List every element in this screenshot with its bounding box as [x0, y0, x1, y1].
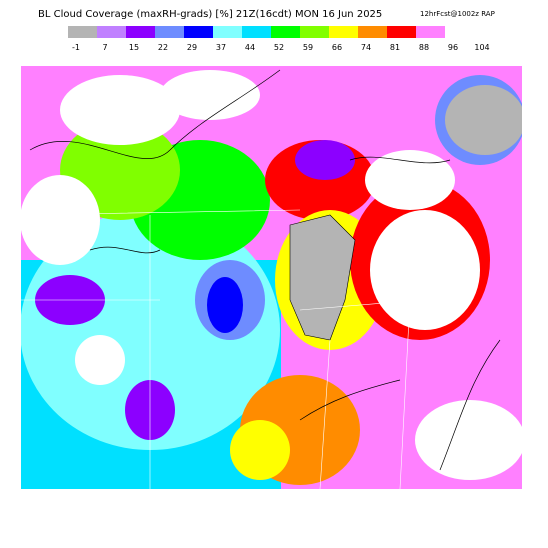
colorbar-label: 15: [129, 43, 139, 52]
colorbar-label: 37: [216, 43, 226, 52]
colorbar-swatch: [68, 26, 97, 38]
colorbar-label: 74: [361, 43, 371, 52]
colorbar-swatch: [97, 26, 126, 38]
colorbar-swatch: [126, 26, 155, 38]
colorbar-swatch: [445, 26, 474, 38]
colorbar: -1 7 15 22 29 37 44 52 59 66 74 81 88 96 104: [68, 26, 490, 52]
colorbar-label: 88: [419, 43, 429, 52]
colorbar-label: -1: [72, 43, 80, 52]
colorbar-swatch: [358, 26, 387, 38]
colorbar-swatch: [242, 26, 271, 38]
colorbar-label: 44: [245, 43, 255, 52]
colorbar-label: 81: [390, 43, 400, 52]
cloud-field: [21, 66, 522, 489]
colorbar-swatch: [387, 26, 416, 38]
colorbar-swatch: [416, 26, 445, 38]
colorbar-label: 59: [303, 43, 313, 52]
colorbar-label: 22: [158, 43, 168, 52]
title: BL Cloud Coverage (maxRH-grads) [%] 21Z(…: [38, 9, 382, 20]
colorbar-swatch: [329, 26, 358, 38]
colorbar-label: 7: [102, 43, 107, 52]
colorbar-swatch: [155, 26, 184, 38]
colorbar-label: 96: [448, 43, 458, 52]
colorbar-label: 52: [274, 43, 284, 52]
colorbar-label: 104: [474, 43, 489, 52]
colorbar-label: 29: [187, 43, 197, 52]
subtitle: 12hrFcst@1002z RAP: [420, 10, 495, 18]
colorbar-swatch: [300, 26, 329, 38]
colorbar-swatch: [184, 26, 213, 38]
colorbar-label: 66: [332, 43, 342, 52]
colorbar-swatch: [271, 26, 300, 38]
colorbar-swatch: [213, 26, 242, 38]
